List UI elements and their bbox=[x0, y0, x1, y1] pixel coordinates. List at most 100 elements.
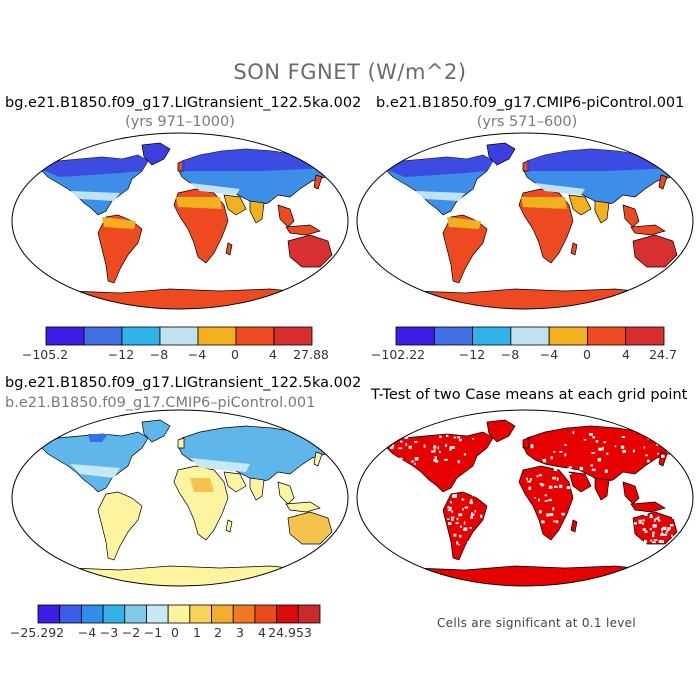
non-significant-cell bbox=[643, 540, 647, 543]
non-significant-cell bbox=[456, 517, 459, 521]
non-significant-cell bbox=[621, 436, 626, 439]
non-significant-cell bbox=[450, 516, 455, 519]
land-arabia bbox=[568, 194, 592, 216]
non-significant-cell bbox=[483, 533, 488, 536]
non-significant-cell bbox=[652, 531, 655, 534]
land-arabia bbox=[568, 471, 592, 493]
non-significant-cell bbox=[452, 494, 456, 498]
non-significant-cell bbox=[438, 450, 441, 453]
colorbar-swatch bbox=[45, 326, 85, 346]
land-nz bbox=[335, 262, 345, 276]
colorbar-swatch bbox=[211, 604, 234, 624]
non-significant-cell bbox=[641, 522, 644, 525]
non-significant-cell bbox=[638, 520, 642, 524]
non-significant-cell bbox=[480, 527, 484, 531]
non-significant-cell bbox=[645, 454, 649, 457]
non-significant-cell bbox=[591, 452, 596, 454]
non-significant-cell bbox=[526, 477, 528, 481]
non-significant-cell bbox=[434, 456, 437, 460]
non-significant-cell bbox=[653, 539, 658, 541]
colorbar-label: 4 bbox=[258, 625, 266, 640]
land-africa bbox=[518, 465, 574, 541]
non-significant-cell bbox=[414, 456, 419, 461]
land-nz bbox=[335, 539, 345, 553]
non-significant-cell bbox=[444, 458, 448, 461]
non-significant-cell bbox=[445, 443, 448, 447]
non-significant-cell bbox=[433, 449, 436, 453]
non-significant-cell bbox=[657, 452, 659, 455]
land-japan bbox=[658, 451, 668, 467]
non-significant-cell bbox=[579, 466, 584, 471]
band-amazon-north bbox=[102, 217, 136, 229]
land-greenland bbox=[141, 142, 171, 166]
non-significant-cell bbox=[660, 539, 663, 543]
band-subtropic-eurasia bbox=[190, 183, 240, 195]
land-antarctica bbox=[23, 565, 339, 586]
non-significant-cell bbox=[490, 443, 493, 447]
non-significant-cell bbox=[405, 443, 408, 446]
non-significant-cell bbox=[553, 451, 556, 453]
non-significant-cell bbox=[658, 540, 661, 543]
land-seAsia bbox=[277, 481, 295, 505]
colorbar-label: 4 bbox=[622, 347, 630, 362]
non-significant-cell bbox=[632, 449, 635, 453]
non-significant-cell bbox=[461, 498, 465, 501]
non-significant-cell bbox=[553, 468, 556, 471]
colorbar-swatch bbox=[167, 604, 191, 624]
colorbar-label: −105.2 bbox=[21, 347, 69, 362]
non-significant-cell bbox=[559, 450, 563, 453]
land-australia bbox=[287, 511, 333, 545]
non-significant-cell bbox=[597, 458, 602, 462]
non-significant-cell bbox=[550, 456, 553, 460]
non-significant-cell bbox=[471, 494, 474, 497]
non-significant-cell bbox=[650, 539, 653, 542]
non-significant-cell bbox=[451, 446, 455, 449]
non-significant-cell bbox=[556, 477, 559, 481]
non-significant-cell bbox=[411, 460, 414, 463]
non-significant-cell bbox=[449, 506, 452, 510]
non-significant-cell bbox=[667, 527, 671, 530]
colorbar-label: 0 bbox=[171, 625, 179, 640]
non-significant-cell bbox=[433, 445, 437, 449]
colorbar-label: 2 bbox=[214, 625, 222, 640]
colorbar-swatch bbox=[124, 604, 147, 624]
non-significant-cell bbox=[561, 525, 565, 528]
band-subtropic-americas bbox=[415, 191, 465, 201]
non-significant-cell bbox=[534, 496, 537, 499]
colorbar-swatch bbox=[197, 326, 237, 346]
non-significant-cell bbox=[667, 529, 670, 531]
non-significant-cell bbox=[458, 534, 462, 538]
land-arabia bbox=[223, 471, 247, 493]
land-indonesia bbox=[630, 224, 666, 236]
non-significant-cell bbox=[393, 460, 396, 463]
panel-title-bottom-left: bg.e21.B1850.f09_g17.LIGtransient_122.5k… bbox=[5, 375, 362, 391]
non-significant-cell bbox=[408, 445, 412, 449]
colorbar-top-right bbox=[395, 326, 665, 346]
non-significant-cell bbox=[657, 519, 661, 522]
non-significant-cell bbox=[456, 541, 459, 545]
non-significant-cell bbox=[469, 527, 473, 529]
non-significant-cell bbox=[533, 524, 536, 527]
non-significant-cell bbox=[555, 520, 559, 524]
significance-note: Cells are significant at 0.1 level bbox=[437, 616, 637, 630]
map-frame bbox=[356, 132, 694, 310]
non-significant-cell bbox=[568, 466, 572, 469]
colorbar-swatch bbox=[433, 326, 473, 346]
colorbar-label: −12 bbox=[107, 347, 135, 362]
non-significant-cell bbox=[458, 513, 463, 517]
non-significant-cell bbox=[447, 509, 451, 512]
band-blue-canada bbox=[88, 434, 108, 442]
non-significant-cell bbox=[549, 513, 554, 517]
band-orange-africa bbox=[190, 478, 214, 492]
non-significant-cell bbox=[644, 513, 648, 516]
non-significant-cell bbox=[463, 521, 466, 525]
colorbar-label: −25.292 bbox=[9, 625, 65, 640]
colorbar-label: 3 bbox=[236, 625, 244, 640]
non-significant-cell bbox=[614, 445, 617, 448]
non-significant-cell bbox=[541, 484, 545, 486]
band-high-lat-americas bbox=[385, 155, 493, 177]
land-uk bbox=[522, 437, 530, 449]
non-significant-cell bbox=[479, 514, 483, 518]
non-significant-cell bbox=[414, 441, 418, 443]
non-significant-cell bbox=[453, 436, 457, 439]
